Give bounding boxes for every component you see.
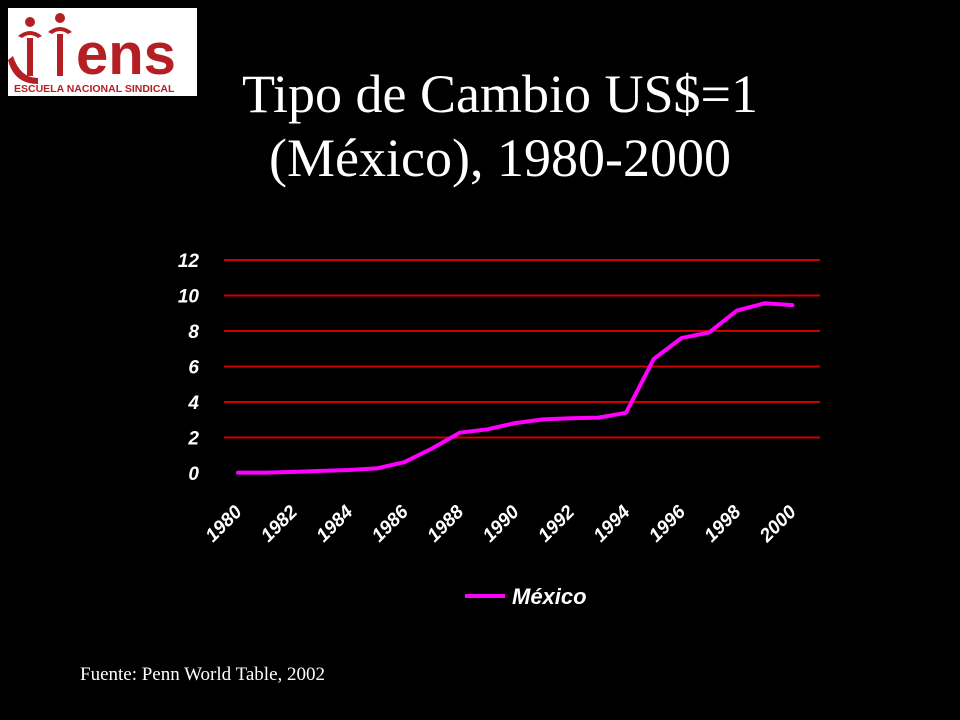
y-tick-label: 10 <box>178 287 200 308</box>
y-tick-label: 8 <box>188 322 199 343</box>
legend-label: México <box>512 584 587 609</box>
y-axis-ticks: 0 2 4 6 8 10 12 <box>178 251 200 485</box>
y-tick-label: 0 <box>188 464 199 485</box>
x-axis-ticks: 1980 1982 1984 1986 1988 1990 1992 1994 1996 1998… <box>202 501 801 547</box>
gridlines <box>224 259 820 439</box>
x-tick-label: 1986 <box>368 501 413 546</box>
source-note: Fuente: Penn World Table, 2002 <box>80 664 325 685</box>
y-tick-label: 2 <box>187 429 199 450</box>
x-tick-label: 1980 <box>202 501 247 546</box>
title-line-1: Tipo de Cambio US$=1 <box>241 64 759 124</box>
y-tick-label: 12 <box>178 251 200 272</box>
x-tick-label: 1994 <box>590 501 635 546</box>
x-tick-label: 1990 <box>479 501 524 546</box>
y-tick-label: 4 <box>187 393 199 414</box>
x-tick-label: 1982 <box>257 501 302 546</box>
ens-logo: ens ESCUELA NACIONAL SINDICAL <box>8 8 197 96</box>
x-tick-label: 1984 <box>313 501 358 546</box>
title-line-2: (México), 1980-2000 <box>269 128 731 188</box>
slide-title: Tipo de Cambio US$=1 (México), 1980-2000 <box>200 62 800 190</box>
logo-subtitle: ESCUELA NACIONAL SINDICAL <box>14 83 175 95</box>
x-tick-label: 1992 <box>534 501 579 546</box>
logo-wordmark: ens <box>76 22 176 87</box>
series-line-mexico <box>236 301 795 475</box>
x-tick-label: 1988 <box>423 501 468 546</box>
series-layer <box>236 301 795 475</box>
legend: México <box>465 584 587 609</box>
x-tick-label: 1996 <box>645 501 690 546</box>
x-tick-label: 2000 <box>755 501 801 547</box>
ens-logo-mark: ens ESCUELA NACIONAL SINDICAL <box>8 13 176 95</box>
y-tick-label: 6 <box>188 358 199 379</box>
x-tick-label: 1998 <box>701 501 746 546</box>
